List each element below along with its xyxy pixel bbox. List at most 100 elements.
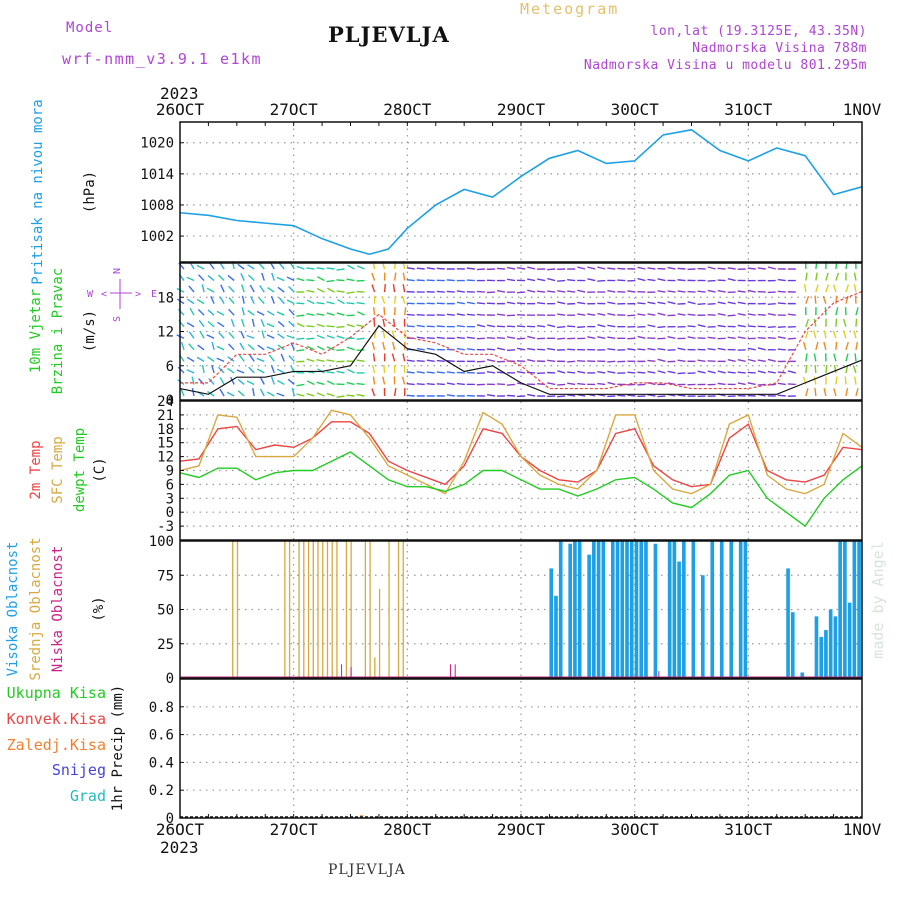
wind-arrow bbox=[805, 388, 809, 397]
wind-arrow bbox=[647, 313, 656, 316]
wind-arrow bbox=[567, 278, 576, 282]
wind-arrow bbox=[316, 288, 325, 293]
cloud-low-bar bbox=[350, 667, 352, 678]
cloud-high-bar bbox=[786, 568, 790, 678]
wind-arrow bbox=[356, 324, 365, 328]
wind-arrow bbox=[577, 266, 586, 270]
wind-arrow bbox=[277, 333, 285, 339]
wind-arrow bbox=[248, 366, 255, 374]
wind-arrow bbox=[228, 343, 235, 351]
wind-arrow bbox=[219, 377, 225, 385]
wind-arrow bbox=[506, 336, 516, 339]
cloud-low-bar bbox=[341, 664, 343, 678]
wind-arrow bbox=[286, 334, 295, 339]
cloud-high-bar bbox=[587, 554, 591, 678]
wind-arrow bbox=[456, 382, 465, 386]
wind-y-tick: 12 bbox=[157, 325, 174, 341]
wind-arrow bbox=[198, 378, 205, 385]
wind-arrow bbox=[527, 278, 536, 282]
temp-y-tick: 9 bbox=[166, 464, 174, 480]
wind-arrow bbox=[657, 348, 666, 351]
wind-unit-label: (m/s) bbox=[82, 310, 98, 352]
x-tick-top: 1NOV bbox=[843, 100, 882, 119]
wind-arrow bbox=[667, 382, 676, 386]
precip-legend-frz: Zaledj.Kisa bbox=[7, 736, 106, 754]
wind-arrow bbox=[833, 353, 837, 362]
wind-arrow bbox=[189, 307, 195, 316]
wind-arrow bbox=[677, 313, 686, 316]
wind-arrow bbox=[842, 318, 847, 327]
wind-arrow bbox=[456, 290, 465, 293]
wind-arrow bbox=[853, 272, 857, 281]
wind-arrow bbox=[697, 370, 706, 374]
wind-arrow bbox=[277, 320, 285, 328]
wind-arrow bbox=[577, 326, 586, 329]
wind-arrow bbox=[687, 290, 696, 293]
wind-arrow bbox=[207, 274, 215, 282]
wind-arrow bbox=[186, 322, 195, 328]
wind-arrow bbox=[496, 336, 505, 339]
wind-arrow bbox=[607, 360, 616, 363]
wind-arrow bbox=[597, 279, 606, 282]
wind-arrow bbox=[270, 376, 275, 385]
wind-arrow bbox=[436, 359, 445, 363]
wind-arrow bbox=[717, 301, 726, 305]
wind-arrow bbox=[371, 284, 376, 293]
cloud-mid-bar bbox=[232, 541, 234, 678]
wind-arrow bbox=[266, 391, 275, 397]
wind-arrow bbox=[707, 360, 716, 363]
cloud-high-bar bbox=[672, 541, 677, 678]
wind-arrow bbox=[306, 289, 315, 293]
cloud-high-bar bbox=[558, 541, 563, 678]
wind-arrow bbox=[356, 382, 365, 386]
wind-arrow bbox=[256, 368, 265, 374]
wind-arrow bbox=[288, 308, 295, 316]
wind-arrow bbox=[406, 325, 415, 328]
wind-arrow bbox=[296, 383, 305, 387]
temp-y-tick: 12 bbox=[157, 450, 174, 466]
cloud-mid-bar bbox=[307, 541, 310, 678]
wind-arrow bbox=[456, 313, 465, 316]
wind-arrow bbox=[835, 318, 838, 327]
wind-arrow bbox=[346, 278, 355, 282]
cloud-high-bar bbox=[790, 612, 795, 678]
wind-arrow bbox=[577, 301, 586, 305]
wind-arrow bbox=[392, 318, 396, 327]
wind-arrow bbox=[747, 325, 756, 328]
wind-arrow bbox=[597, 312, 606, 316]
wind-arrow bbox=[217, 274, 225, 282]
wind-arrow bbox=[346, 346, 355, 351]
model-altitude-label: Nadmorska Visina u modelu 801.295m bbox=[583, 58, 867, 73]
wind-arrow bbox=[403, 307, 407, 316]
wind-arrow bbox=[727, 358, 736, 363]
cloud-low-bar bbox=[658, 671, 660, 678]
wind-arrow bbox=[777, 290, 786, 293]
wind-arrow bbox=[637, 266, 646, 270]
wind-arrow bbox=[667, 301, 676, 305]
x-tick-bottom: 31OCT bbox=[724, 820, 773, 839]
x-tick-bottom: 26OCT bbox=[156, 820, 205, 839]
cloud-high-bar bbox=[620, 541, 625, 678]
wind-arrow bbox=[257, 344, 265, 351]
altitude-label: Nadmorska Visina 788m bbox=[692, 41, 867, 56]
wind-arrow bbox=[757, 290, 766, 293]
wind-arrow bbox=[657, 301, 666, 305]
wind-arrow bbox=[238, 354, 245, 362]
wind-arrow bbox=[306, 325, 315, 328]
wind-arrow bbox=[236, 369, 245, 374]
wind-arrow bbox=[208, 378, 215, 385]
wind-arrow bbox=[260, 319, 265, 327]
precip-legend-conv: Konvek.Kisa bbox=[7, 710, 106, 728]
wind-arrow bbox=[406, 279, 415, 282]
wind-arrow bbox=[326, 392, 335, 397]
wind-arrow bbox=[657, 395, 666, 398]
wind-arrow bbox=[207, 320, 215, 328]
wind-arrow bbox=[812, 330, 817, 339]
pressure-y-tick: 1020 bbox=[140, 136, 174, 152]
cloud-low-label: Niska Oblacnost bbox=[50, 546, 66, 672]
wind-arrow bbox=[757, 267, 766, 270]
wind-arrow bbox=[287, 378, 295, 385]
cloud-mid-bar bbox=[288, 541, 291, 678]
wind-arrow bbox=[647, 394, 656, 397]
wind-arrow bbox=[186, 276, 195, 282]
